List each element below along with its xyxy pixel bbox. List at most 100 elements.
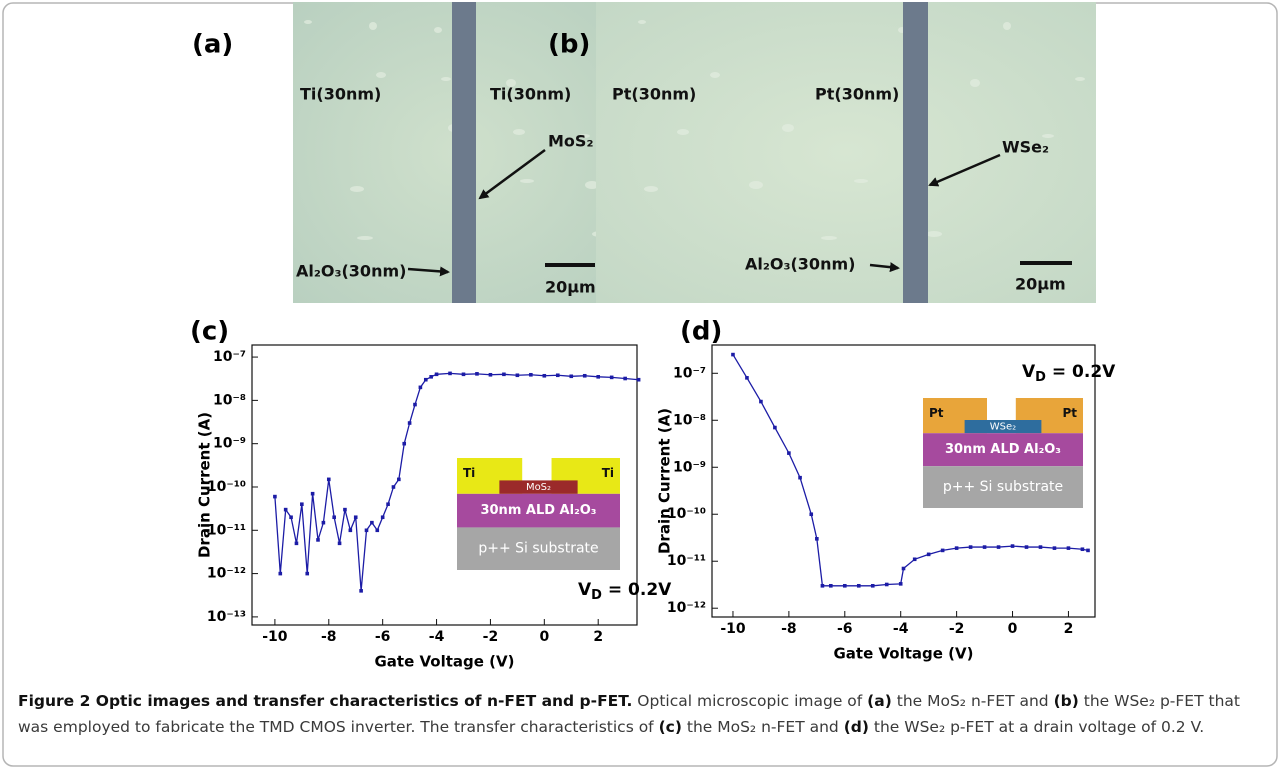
annotation-subscript: D xyxy=(1035,370,1046,385)
data-point xyxy=(461,372,466,377)
data-point xyxy=(898,582,903,586)
y-tick-label: 10⁻⁷ xyxy=(213,349,246,365)
data-point xyxy=(623,376,627,381)
oxide-label: Al₂O₃(30nm) xyxy=(296,262,406,281)
inset-label: 30nm ALD Al₂O₃ xyxy=(480,503,596,518)
x-tick-label: -10 xyxy=(262,629,288,645)
speckle xyxy=(1003,22,1011,30)
data-point xyxy=(759,399,763,404)
y-axis-title: Drain Current (A) xyxy=(656,408,674,554)
data-point xyxy=(842,583,847,588)
speckle xyxy=(821,236,837,240)
x-tick-label: -8 xyxy=(781,621,797,637)
data-point xyxy=(529,372,533,377)
y-tick-label: 10⁻⁸ xyxy=(673,412,706,428)
y-tick-label: 10⁻¹³ xyxy=(207,609,246,625)
panel-label: (a) xyxy=(192,30,233,60)
data-point xyxy=(310,491,315,496)
data-point xyxy=(1066,546,1071,550)
data-point xyxy=(423,377,428,382)
speckle xyxy=(1075,77,1085,81)
inset-label: Ti xyxy=(602,466,614,480)
gate-strip xyxy=(903,2,928,303)
gate-strip xyxy=(452,2,476,303)
data-point xyxy=(370,520,374,525)
data-point xyxy=(397,477,401,482)
caption-text: the WSe₂ p-FET at a drain voltage of 0.2… xyxy=(868,718,1205,736)
speckle xyxy=(749,181,763,189)
data-point xyxy=(294,541,299,546)
speckle xyxy=(677,129,689,135)
inset-label: 30nm ALD Al₂O₃ xyxy=(945,442,1061,457)
y-tick-label: 10⁻⁷ xyxy=(673,365,706,381)
y-tick-label: 10⁻¹² xyxy=(207,566,246,582)
caption-bold: (c) xyxy=(658,718,682,736)
speckle xyxy=(710,72,720,78)
inset-label: Pt xyxy=(929,406,944,420)
inset-substrate xyxy=(457,527,620,570)
caption: Figure 2 Optic images and transfer chara… xyxy=(18,688,1266,740)
annotation-subscript: D xyxy=(591,588,602,603)
data-line xyxy=(732,354,1089,587)
data-point xyxy=(502,372,506,377)
data-point xyxy=(609,375,614,380)
data-point xyxy=(996,545,1001,549)
caption-bold: (a) xyxy=(867,692,892,710)
data-point xyxy=(375,528,380,533)
y-tick-label: 10⁻¹¹ xyxy=(207,522,246,538)
inset-label: p++ Si substrate xyxy=(943,479,1063,495)
data-point xyxy=(555,373,560,378)
data-point xyxy=(982,545,987,549)
data-point xyxy=(407,421,412,425)
data-point xyxy=(326,477,331,482)
y-axis-title: Drain Current (A) xyxy=(196,412,214,558)
inset-label: WSe₂ xyxy=(990,422,1016,433)
data-point xyxy=(273,494,277,499)
speckle xyxy=(350,186,364,192)
annotation-text: = 0.2V xyxy=(1046,362,1116,382)
data-point xyxy=(731,352,735,357)
x-axis-title: Gate Voltage (V) xyxy=(834,645,974,663)
inset-oxide xyxy=(457,493,620,528)
data-point xyxy=(856,583,861,588)
data-point xyxy=(343,507,347,512)
speckle xyxy=(434,27,442,33)
data-line xyxy=(274,372,639,591)
x-axis-title: Gate Voltage (V) xyxy=(375,653,515,671)
speckle xyxy=(585,181,599,189)
annotation-symbol: V xyxy=(578,580,592,600)
plot-frame xyxy=(251,344,638,626)
speckle xyxy=(644,186,658,192)
speckle xyxy=(506,79,516,87)
material-label: MoS₂ xyxy=(548,132,593,151)
caption-text: the MoS₂ n-FET and xyxy=(891,692,1054,710)
data-point xyxy=(332,515,336,520)
metal-label: Ti(30nm) xyxy=(300,85,381,104)
speckle xyxy=(441,77,451,81)
data-point xyxy=(582,373,587,378)
data-point xyxy=(884,582,889,587)
annotation-text: = 0.2V xyxy=(602,580,672,600)
annotation-symbol: V xyxy=(1022,362,1036,382)
x-tick-label: 2 xyxy=(1064,621,1074,637)
data-point xyxy=(820,583,825,588)
speckle xyxy=(304,20,312,24)
x-tick-label: -10 xyxy=(720,621,746,637)
data-point xyxy=(278,571,283,576)
data-point xyxy=(305,571,310,576)
data-point xyxy=(569,374,574,379)
scale-bar-label: 20μm xyxy=(1015,275,1066,294)
data-point xyxy=(815,537,819,541)
data-point xyxy=(429,375,433,379)
caption-bold: (b) xyxy=(1053,692,1079,710)
speckle xyxy=(854,179,868,183)
annotation: VD = 0.2V xyxy=(1022,362,1116,385)
data-point xyxy=(488,372,493,377)
x-tick-label: 0 xyxy=(539,629,549,645)
speckle xyxy=(926,231,942,237)
arrow xyxy=(478,148,546,200)
data-point xyxy=(1010,544,1015,548)
data-point xyxy=(391,485,396,489)
data-point xyxy=(542,373,547,378)
